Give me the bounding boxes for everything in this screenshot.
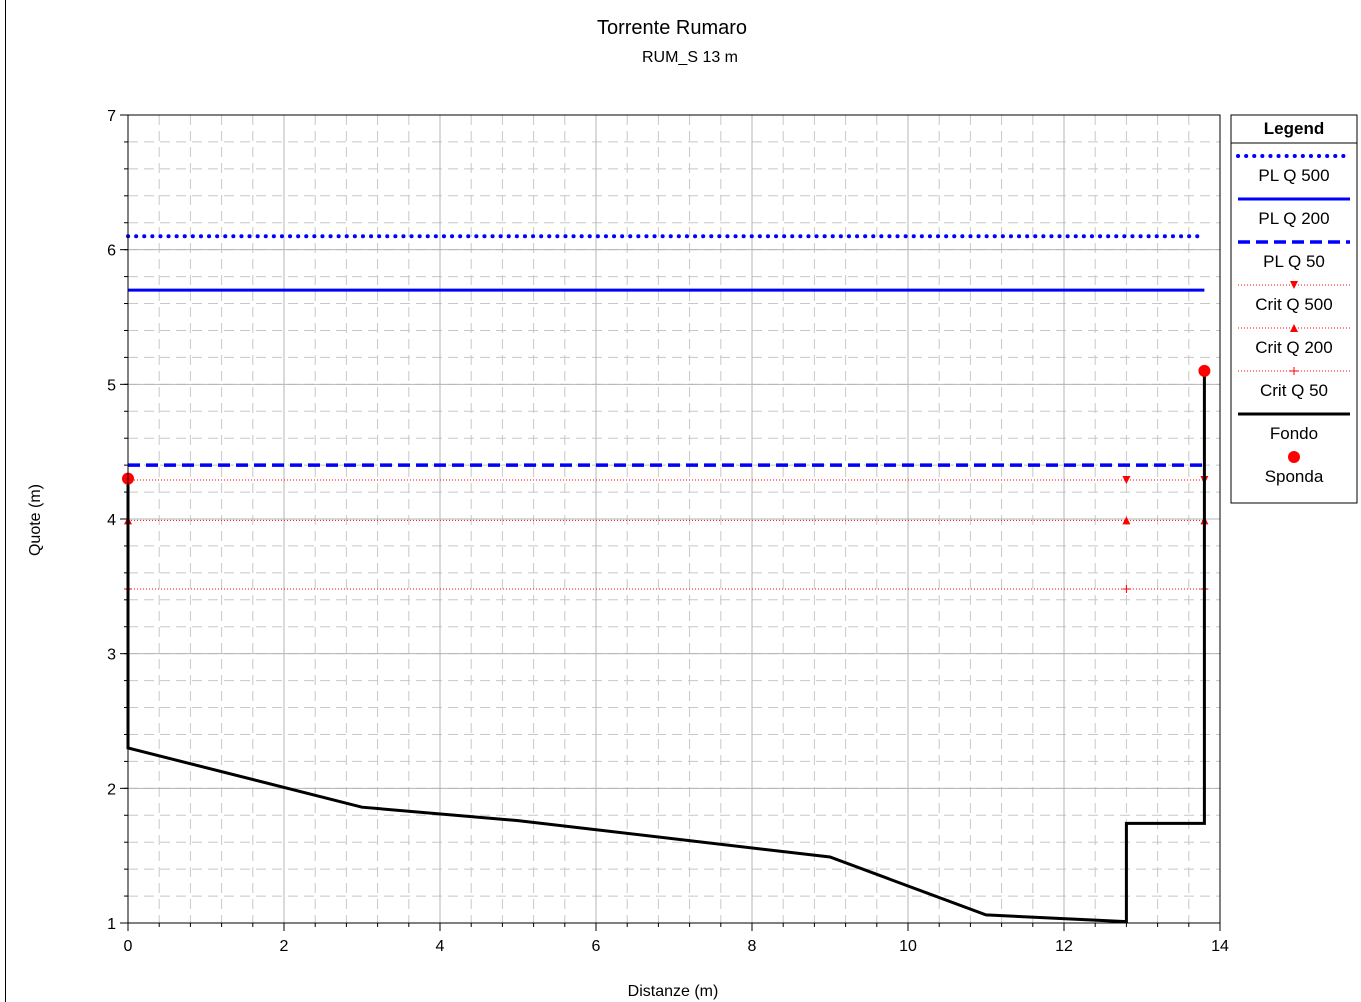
series-line-fondo (126, 370, 1206, 924)
legend-marker-sponda (1288, 451, 1300, 463)
x-axis-label: Distanze (m) (628, 983, 719, 1000)
y-tick-label: 4 (107, 512, 116, 529)
y-tick-label: 5 (107, 377, 116, 394)
y-tick-label: 1 (107, 916, 116, 933)
legend-label-crit-q-50: Crit Q 50 (1260, 381, 1328, 400)
legend-label-crit-q-200: Crit Q 200 (1255, 338, 1332, 357)
grid (127, 114, 1221, 924)
x-tick-label: 10 (899, 938, 917, 955)
x-tick-label: 12 (1055, 938, 1073, 955)
legend: Legend PL Q 500 PL Q 200 PL Q 50 Crit Q 500… (1230, 114, 1358, 504)
legend-title: Legend (1264, 119, 1324, 138)
legend-label-fondo: Fondo (1270, 424, 1318, 443)
legend-marker-crit-q-500 (1290, 281, 1298, 289)
legend-marker-crit-q-200 (1290, 324, 1298, 332)
chart-title: Torrente Rumaro (597, 17, 747, 39)
x-tick-label: 8 (748, 938, 757, 955)
chart-subtitle: RUM_S 13 m (642, 49, 738, 66)
frame-border (5, 0, 6, 1002)
x-tick-label: 0 (124, 938, 133, 955)
legend-label-pl-q-200: PL Q 200 (1258, 209, 1329, 228)
data-point-sponda (1198, 364, 1211, 377)
legend-label-pl-q-500: PL Q 500 (1258, 166, 1329, 185)
x-tick-label: 4 (436, 938, 445, 955)
y-tick-label: 7 (107, 108, 116, 125)
legend-marker-crit-q-50 (1290, 367, 1298, 375)
legend-entries: PL Q 500 PL Q 200 PL Q 50 Crit Q 500 Crit Q … (1236, 154, 1352, 486)
x-tick-label: 6 (592, 938, 601, 955)
data-point-crit-q-500 (1122, 475, 1131, 484)
y-tick-label: 3 (107, 647, 116, 664)
y-tick-label: 2 (107, 781, 116, 798)
x-tick-label: 2 (280, 938, 289, 955)
x-tick-label: 14 (1211, 938, 1229, 955)
data-point-crit-q-200 (1122, 516, 1131, 525)
y-axis-label: Quote (m) (27, 484, 44, 556)
legend-label-sponda: Sponda (1265, 467, 1324, 486)
y-tick-label: 6 (107, 243, 116, 260)
data-point-crit-q-50 (1122, 585, 1131, 594)
legend-label-crit-q-500: Crit Q 500 (1255, 295, 1332, 314)
legend-label-pl-q-50: PL Q 50 (1263, 252, 1325, 271)
legend-box (1230, 114, 1358, 504)
series-layer (122, 234, 1211, 924)
